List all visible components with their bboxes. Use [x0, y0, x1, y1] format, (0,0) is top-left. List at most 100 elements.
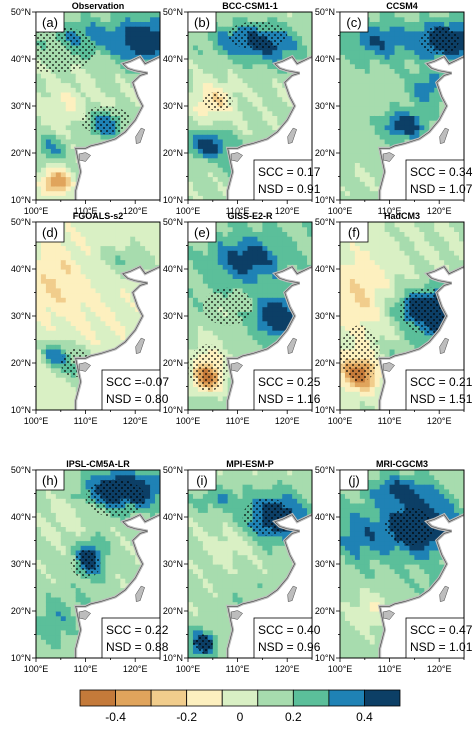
grid-cell — [100, 240, 107, 247]
grid-cell — [307, 44, 312, 51]
grid-cell — [70, 334, 77, 341]
grid-cell — [110, 330, 116, 336]
grid-cell — [399, 77, 406, 84]
grid-cell — [80, 87, 87, 93]
grid-cell — [227, 143, 234, 149]
grid-cell — [50, 254, 57, 261]
grid-cell — [192, 54, 199, 60]
grid-cell — [409, 63, 415, 69]
grid-cell — [75, 316, 82, 322]
grid-cell — [257, 264, 263, 270]
grid-cell — [155, 254, 160, 261]
grid-cell — [212, 185, 219, 192]
grid-cell — [212, 171, 219, 178]
grid-cell — [110, 287, 116, 294]
grid-cell — [404, 68, 411, 74]
grid-cell — [202, 273, 209, 279]
grid-cell — [100, 222, 107, 228]
grid-cell — [45, 363, 52, 369]
grid-cell — [50, 259, 57, 265]
grid-cell — [50, 391, 57, 397]
grid-cell — [257, 278, 263, 284]
grid-cell — [277, 68, 283, 74]
grid-cell — [217, 143, 224, 149]
grid-cell — [217, 334, 224, 341]
grid-cell — [140, 40, 146, 46]
grid-cell — [207, 245, 214, 251]
grid-cell — [212, 190, 219, 196]
grid-cell — [302, 54, 308, 60]
grid-cell — [369, 120, 376, 126]
grid-cell — [272, 49, 278, 55]
grid-cell — [384, 73, 391, 79]
grid-cell — [287, 44, 293, 51]
grid-cell — [292, 259, 298, 265]
grid-cell — [202, 171, 209, 178]
grid-cell — [354, 148, 361, 154]
grid-cell — [55, 153, 62, 159]
grid-cell — [364, 35, 371, 41]
grid-cell — [257, 63, 263, 69]
grid-cell — [454, 44, 460, 51]
grid-cell — [242, 339, 249, 345]
grid-cell — [232, 87, 239, 93]
grid-cell — [90, 339, 97, 345]
grid-cell — [135, 259, 141, 265]
grid-cell — [197, 138, 204, 145]
grid-cell — [36, 138, 42, 145]
grid-cell — [354, 77, 361, 84]
grid-cell — [364, 30, 371, 37]
grid-cell — [257, 77, 263, 84]
grid-cell — [394, 16, 401, 22]
grid-cell — [340, 77, 346, 84]
grid-cell — [95, 82, 102, 88]
grid-cell — [90, 325, 97, 331]
grid-cell — [369, 138, 376, 145]
lat-tick-label: 50°N — [11, 217, 31, 227]
grid-cell — [379, 35, 386, 41]
grid-cell — [404, 106, 411, 112]
grid-cell — [70, 68, 77, 74]
grid-cell — [80, 138, 87, 145]
grid-cell — [45, 311, 52, 317]
grid-cell — [227, 273, 234, 279]
grid-cell — [374, 167, 381, 173]
grid-cell — [207, 148, 214, 154]
grid-cell — [409, 49, 415, 55]
grid-cell — [257, 12, 263, 18]
grid-cell — [45, 269, 52, 275]
grid-cell — [227, 259, 234, 265]
grid-cell — [40, 91, 47, 98]
grid-cell — [257, 245, 263, 251]
grid-cell — [65, 287, 72, 294]
grid-cell — [227, 106, 234, 112]
grid-cell — [222, 250, 229, 256]
grid-cell — [232, 21, 239, 27]
grid-cell — [344, 44, 351, 51]
grid-cell — [217, 330, 224, 336]
grid-cell — [145, 250, 151, 256]
grid-cell — [125, 82, 131, 88]
grid-cell — [45, 278, 52, 284]
grid-cell — [359, 185, 366, 192]
grid-cell — [212, 73, 219, 79]
grid-cell — [414, 54, 420, 60]
grid-cell — [55, 110, 62, 116]
grid-cell — [252, 344, 259, 350]
grid-cell — [80, 297, 87, 303]
grid-cell — [105, 283, 111, 289]
grid-cell — [302, 16, 308, 22]
grid-cell — [222, 377, 229, 383]
grid-cell — [188, 148, 194, 154]
grid-cell — [227, 264, 234, 270]
grid-cell — [40, 124, 47, 131]
grid-cell — [120, 273, 126, 279]
grid-cell — [125, 44, 131, 51]
grid-cell — [45, 167, 52, 173]
grid-cell — [197, 44, 204, 51]
grid-cell — [45, 250, 52, 256]
grid-cell — [125, 316, 131, 322]
grid-cell — [110, 77, 116, 84]
grid-cell — [70, 405, 77, 410]
grid-cell — [344, 153, 351, 159]
